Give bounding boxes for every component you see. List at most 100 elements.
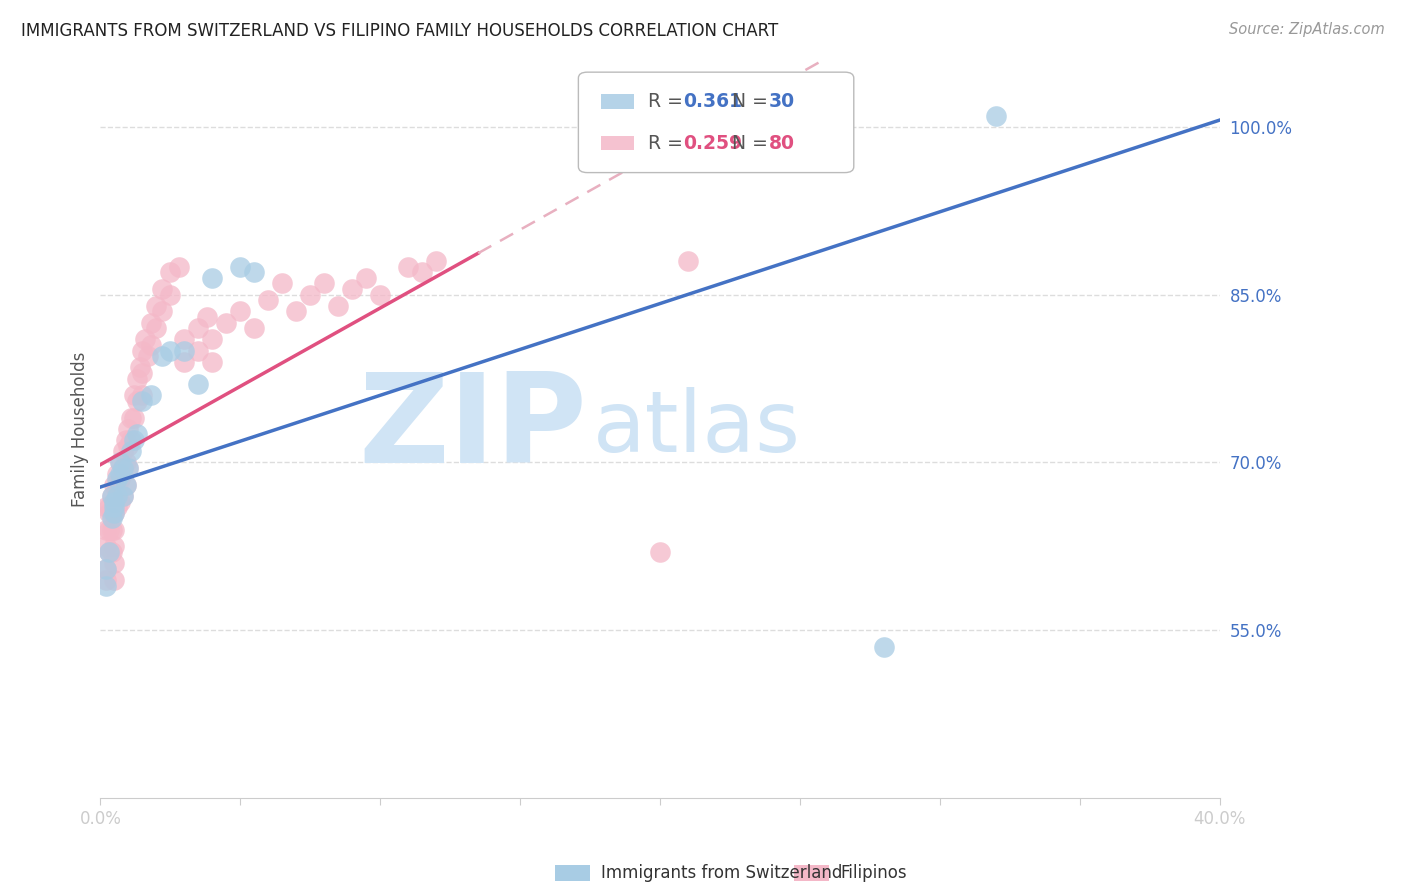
Point	[94, 500, 117, 515]
Point	[117, 461, 139, 475]
Point	[195, 310, 218, 324]
Text: 80: 80	[769, 134, 794, 153]
Point	[94, 578, 117, 592]
Y-axis label: Family Households: Family Households	[72, 351, 89, 507]
Text: R =: R =	[648, 92, 689, 112]
Point	[136, 349, 159, 363]
Point	[122, 388, 145, 402]
Point	[131, 343, 153, 358]
Point	[117, 422, 139, 436]
Point	[111, 444, 134, 458]
Point	[100, 545, 122, 559]
Point	[676, 254, 699, 268]
Point	[285, 304, 308, 318]
Point	[103, 573, 125, 587]
Point	[117, 439, 139, 453]
Point	[94, 573, 117, 587]
Point	[187, 343, 209, 358]
Point	[648, 545, 671, 559]
Point	[145, 299, 167, 313]
Point	[167, 260, 190, 274]
Text: ZIP: ZIP	[359, 368, 588, 490]
Point	[103, 556, 125, 570]
Point	[105, 500, 128, 515]
Point	[139, 316, 162, 330]
Point	[354, 270, 377, 285]
Point	[94, 562, 117, 576]
Point	[94, 562, 117, 576]
Point	[125, 393, 148, 408]
Point	[97, 500, 120, 515]
Point	[103, 506, 125, 520]
Point	[100, 511, 122, 525]
Point	[108, 455, 131, 469]
Point	[159, 343, 181, 358]
Point	[111, 489, 134, 503]
Point	[97, 545, 120, 559]
Point	[150, 304, 173, 318]
Text: Source: ZipAtlas.com: Source: ZipAtlas.com	[1229, 22, 1385, 37]
Point	[111, 461, 134, 475]
Point	[103, 523, 125, 537]
Point	[94, 540, 117, 554]
Point	[425, 254, 447, 268]
Point	[105, 489, 128, 503]
Point	[105, 467, 128, 481]
Text: 0.361: 0.361	[683, 92, 742, 112]
Bar	[600, 136, 634, 151]
Text: atlas: atlas	[593, 387, 801, 470]
Point	[173, 355, 195, 369]
Point	[100, 489, 122, 503]
Point	[114, 433, 136, 447]
Point	[103, 540, 125, 554]
Point	[150, 282, 173, 296]
Point	[243, 321, 266, 335]
Point	[97, 506, 120, 520]
Point	[122, 410, 145, 425]
Point	[108, 494, 131, 508]
Text: R =: R =	[648, 134, 689, 153]
Point	[103, 500, 125, 515]
Point	[125, 427, 148, 442]
Point	[103, 478, 125, 492]
Point	[411, 265, 433, 279]
Text: Filipinos: Filipinos	[839, 864, 907, 882]
Point	[139, 338, 162, 352]
Point	[201, 355, 224, 369]
Point	[131, 366, 153, 380]
Point	[368, 287, 391, 301]
Text: N =: N =	[731, 92, 773, 112]
Point	[103, 494, 125, 508]
Point	[229, 304, 252, 318]
Point	[187, 377, 209, 392]
Point	[314, 277, 336, 291]
Text: Immigrants from Switzerland: Immigrants from Switzerland	[600, 864, 842, 882]
Point	[984, 109, 1007, 123]
Point	[396, 260, 419, 274]
Point	[111, 489, 134, 503]
Point	[201, 270, 224, 285]
Point	[120, 433, 142, 447]
Point	[342, 282, 364, 296]
Point	[131, 393, 153, 408]
FancyBboxPatch shape	[578, 72, 853, 172]
Point	[159, 287, 181, 301]
Point	[122, 433, 145, 447]
Point	[114, 478, 136, 492]
Point	[117, 461, 139, 475]
Point	[173, 332, 195, 346]
Text: 0.259: 0.259	[683, 134, 742, 153]
Point	[328, 299, 350, 313]
Point	[97, 545, 120, 559]
Point	[108, 467, 131, 481]
Point	[150, 349, 173, 363]
Point	[873, 640, 896, 654]
Text: IMMIGRANTS FROM SWITZERLAND VS FILIPINO FAMILY HOUSEHOLDS CORRELATION CHART: IMMIGRANTS FROM SWITZERLAND VS FILIPINO …	[21, 22, 779, 40]
Point	[103, 506, 125, 520]
Point	[187, 321, 209, 335]
Point	[257, 293, 280, 308]
Point	[108, 455, 131, 469]
Point	[271, 277, 294, 291]
Point	[105, 483, 128, 498]
Point	[145, 321, 167, 335]
